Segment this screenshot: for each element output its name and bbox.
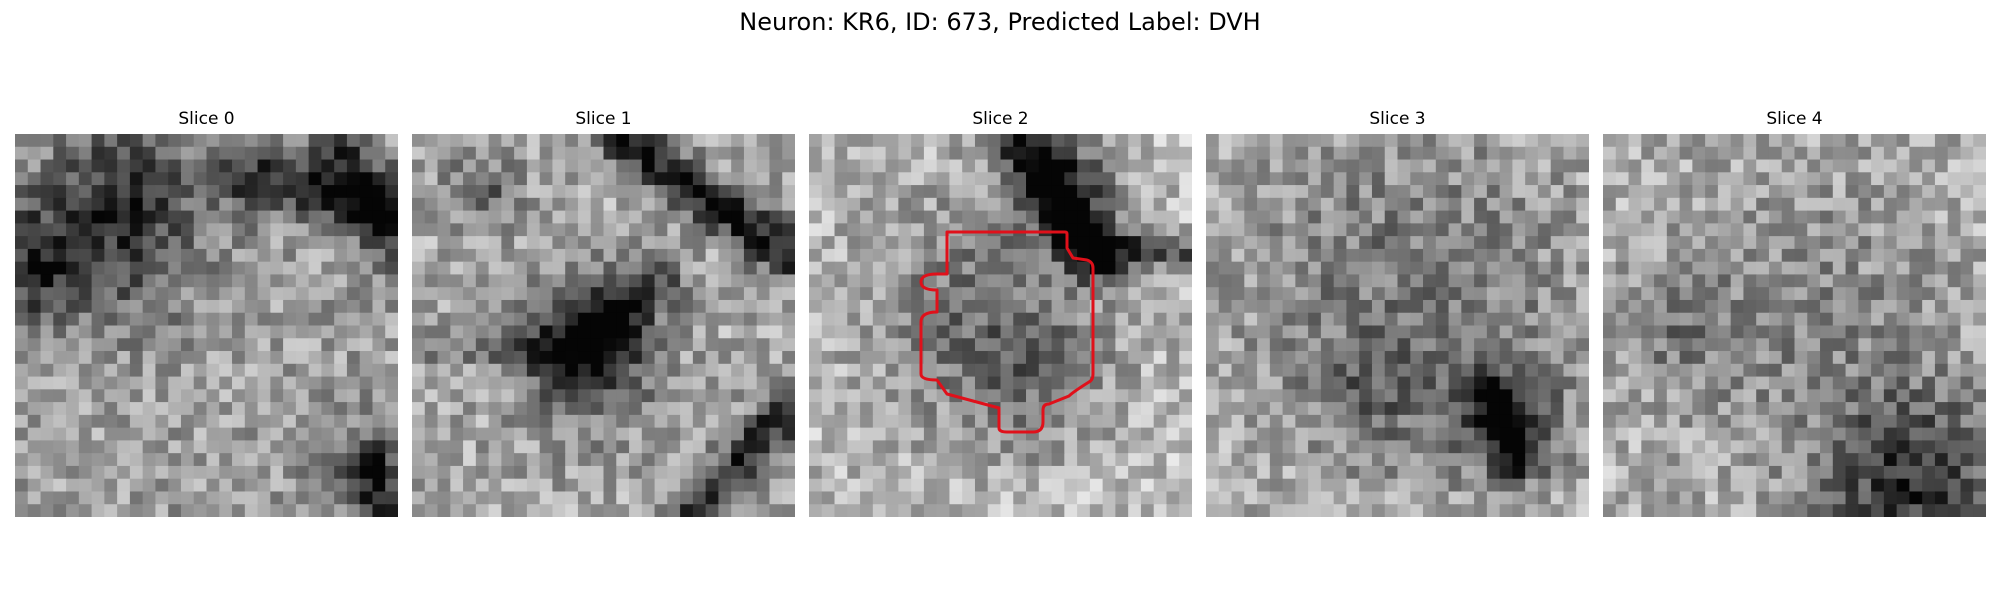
figure-title: Neuron: KR6, ID: 673, Predicted Label: D… (739, 8, 1261, 36)
slice-image-2 (809, 134, 1192, 517)
segmentation-contour (919, 230, 1095, 434)
slice-title-1: Slice 1 (575, 109, 632, 129)
slice-panel-1: Slice 1 (412, 108, 795, 517)
slice-title-3: Slice 3 (1369, 109, 1426, 129)
slice-panel-0: Slice 0 (15, 108, 398, 517)
slice-panel-4: Slice 4 (1603, 108, 1986, 517)
pixel-grid (15, 134, 398, 517)
pixel-grid (412, 134, 795, 517)
slice-panel-2: Slice 2 (809, 108, 1192, 517)
slice-panel-3: Slice 3 (1206, 108, 1589, 517)
pixel-grid (809, 134, 1192, 517)
slice-title-2: Slice 2 (972, 109, 1029, 129)
slice-title-4: Slice 4 (1766, 109, 1823, 129)
slice-image-3 (1206, 134, 1589, 517)
pixel-grid (1206, 134, 1589, 517)
slice-title-0: Slice 0 (178, 109, 235, 129)
pixel-grid (1603, 134, 1986, 517)
slice-image-1 (412, 134, 795, 517)
slice-image-0 (15, 134, 398, 517)
slice-image-4 (1603, 134, 1986, 517)
